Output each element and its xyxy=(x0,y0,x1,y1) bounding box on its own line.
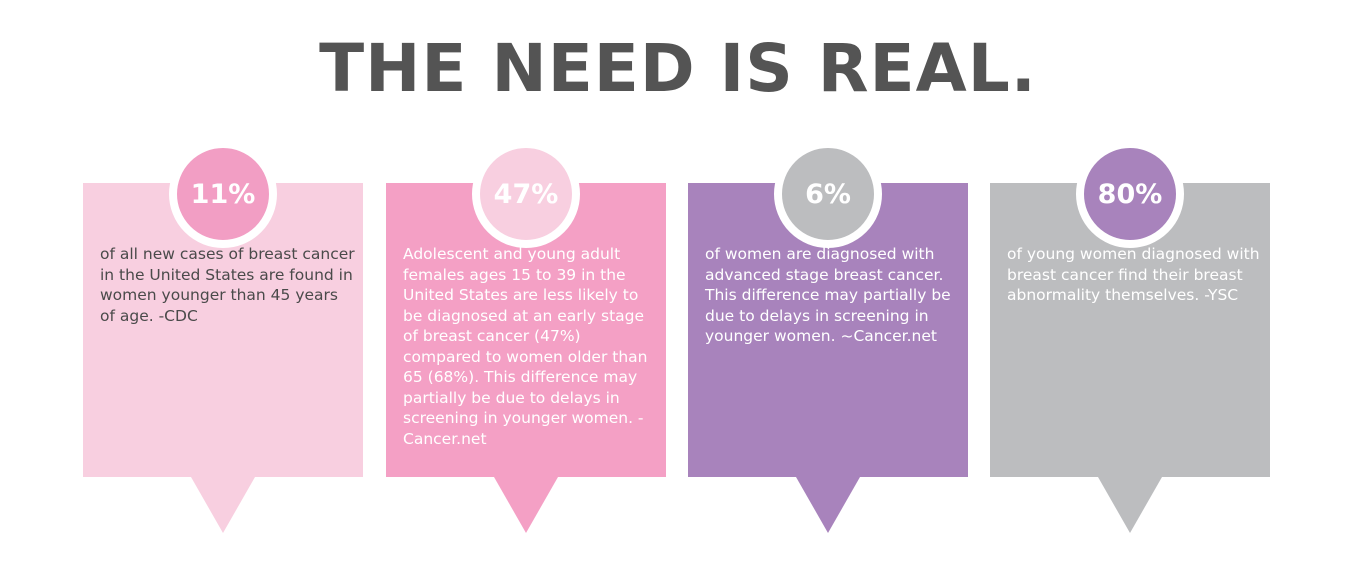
speech-pointer-icon xyxy=(796,477,860,533)
stat-badge: 6% xyxy=(774,140,882,248)
stat-badge: 47% xyxy=(472,140,580,248)
stat-description: of all new cases of breast cancer in the… xyxy=(100,245,355,325)
page-title: THE NEED IS REAL. xyxy=(319,30,1037,107)
stat-card-2: 47% Adolescent and young adult females a… xyxy=(386,140,666,533)
stat-card-4: 80% of young women diagnosed with breast… xyxy=(990,140,1270,533)
stat-card-1: 11% of all new cases of breast cancer in… xyxy=(83,140,363,533)
speech-pointer-icon xyxy=(1098,477,1162,533)
stat-badge: 11% xyxy=(169,140,277,248)
speech-pointer-icon xyxy=(494,477,558,533)
speech-pointer-icon xyxy=(191,477,255,533)
stat-badge: 80% xyxy=(1076,140,1184,248)
stat-card-3: 6% of women are diagnosed with advanced … xyxy=(688,140,968,533)
stat-description: of young women diagnosed with breast can… xyxy=(1007,245,1260,304)
stat-description: of women are diagnosed with advanced sta… xyxy=(705,245,951,345)
stat-description: Adolescent and young adult females ages … xyxy=(403,245,648,448)
